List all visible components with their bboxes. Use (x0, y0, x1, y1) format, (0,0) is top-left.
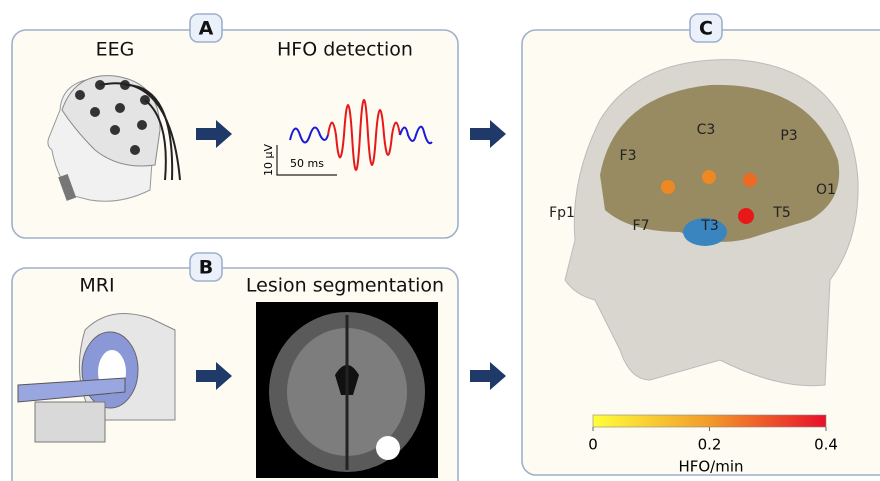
hfo-title: HFO detection (277, 39, 413, 61)
electrode-label: C3 (697, 122, 716, 138)
panel-label: A (199, 18, 214, 40)
colorbar (593, 415, 826, 427)
electrode-label: O1 (816, 182, 836, 198)
figure: A EEG HFO detection 10 µV 50 ms B MRI Le… (0, 0, 880, 481)
arrow (470, 120, 506, 148)
electrode-label: P3 (780, 128, 797, 144)
panel-label: B (199, 257, 213, 279)
eeg-title: EEG (96, 39, 135, 61)
colorbar-tick-label: 0.4 (814, 436, 838, 454)
colorbar-tick-label: 0.2 (698, 436, 722, 454)
colorbar-label: HFO/min (678, 458, 743, 476)
electrode-label: T3 (700, 218, 718, 234)
electrode-label: F7 (633, 218, 650, 234)
lesion-title: Lesion segmentation (246, 275, 444, 297)
panel-label: C (699, 18, 713, 40)
electrode-label: Fp1 (549, 205, 575, 221)
mri-scan (256, 302, 438, 478)
electrode-label: F3 (620, 148, 637, 164)
electrode-label: T5 (772, 205, 790, 221)
scale-time: 50 ms (290, 157, 324, 170)
colorbar-tick-label: 0 (588, 436, 598, 454)
mri-title: MRI (79, 275, 114, 297)
arrow (470, 362, 506, 390)
scale-amplitude: 10 µV (262, 144, 275, 176)
